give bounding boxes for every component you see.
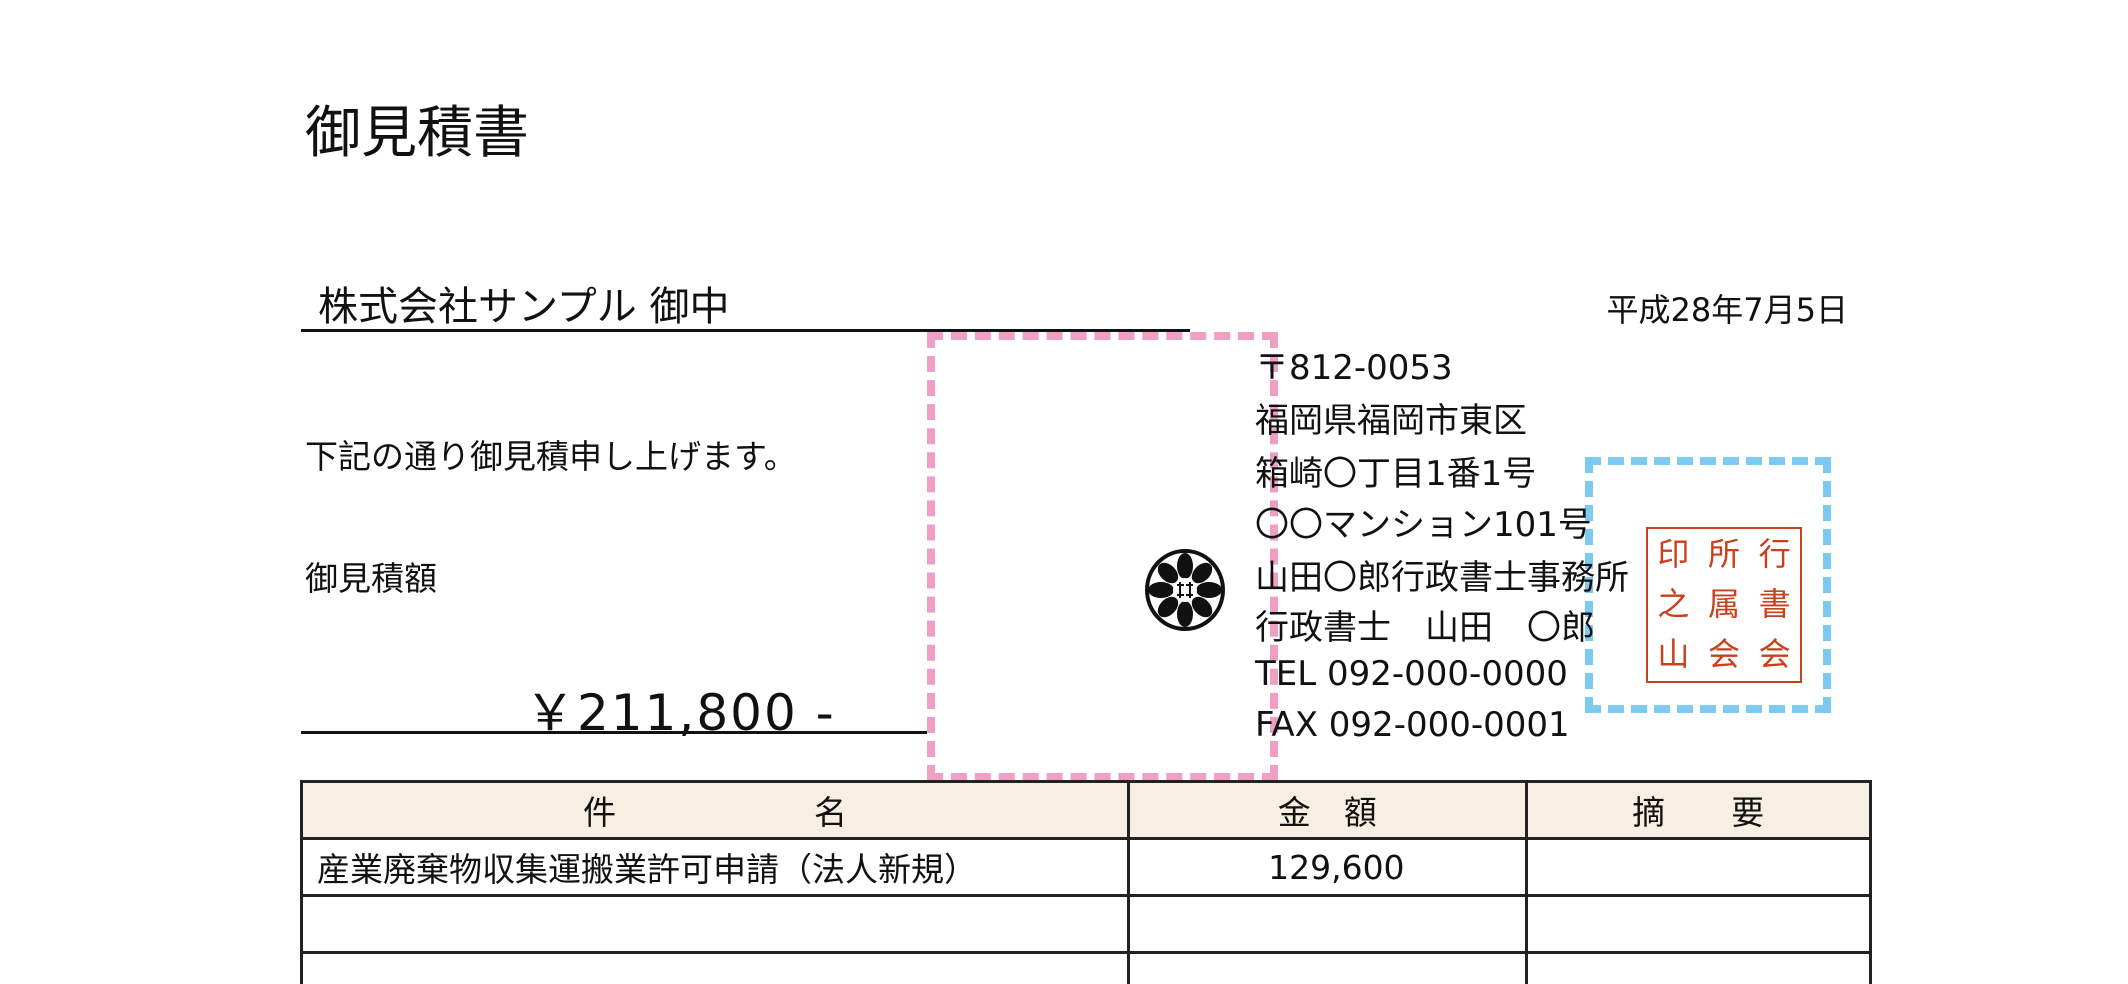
cell-remarks — [1524, 894, 1873, 954]
cell-amount — [1126, 894, 1528, 954]
total-amount: ￥211,800 - — [525, 684, 836, 742]
issuer-address-1: 福岡県福岡市東区 — [1255, 401, 1527, 441]
table-row — [300, 894, 1873, 954]
issuer-address-3: 〇〇マンション101号 — [1255, 505, 1592, 545]
cell-empty — [1126, 951, 1528, 984]
table-row: 産業廃棄物収集運搬業許可申請（法人新規） 129,600 — [300, 837, 1873, 897]
estimate-table: 件 名 金 額 摘 要 産業廃棄物収集運搬業許可申請（法人新規） 129,600 — [300, 780, 1873, 984]
table-header-row: 件 名 金 額 摘 要 — [300, 780, 1873, 840]
header-amount: 金 額 — [1126, 780, 1528, 840]
header-remarks: 摘 要 — [1524, 780, 1873, 840]
issuer-office: 山田〇郎行政書士事務所 — [1255, 558, 1629, 598]
official-seal: 印之山所属会行書会 — [1646, 527, 1802, 683]
cell-amount: 129,600 — [1126, 837, 1528, 897]
amount-underline — [301, 731, 927, 734]
issuer-postal: 〒812-0053 — [1255, 348, 1453, 388]
cell-item-name — [300, 894, 1130, 954]
issuer-tel: TEL 092-000-0000 — [1255, 654, 1568, 694]
issuer-fax: FAX 092-000-0001 — [1255, 705, 1570, 745]
stamp-area-pink — [927, 332, 1278, 781]
table-row — [300, 951, 1873, 984]
cell-empty — [300, 951, 1130, 984]
gyoseishoshi-badge-icon — [1145, 549, 1225, 631]
issue-date: 平成28年7月5日 — [1606, 291, 1848, 329]
stamp-area-blue — [1585, 457, 1831, 713]
cell-item-name: 産業廃棄物収集運搬業許可申請（法人新規） — [300, 837, 1130, 897]
intro-text: 下記の通り御見積申し上げます。 — [305, 437, 797, 476]
amount-label: 御見積額 — [305, 559, 437, 598]
addressee-underline — [301, 329, 1190, 332]
addressee: 株式会社サンプル 御中 — [318, 284, 730, 330]
cell-remarks — [1524, 837, 1873, 897]
issuer-name: 行政書士 山田 〇郎 — [1255, 608, 1595, 648]
issuer-address-2: 箱崎〇丁目1番1号 — [1255, 454, 1537, 494]
document-title: 御見積書 — [305, 101, 529, 166]
header-item-name: 件 名 — [300, 780, 1130, 840]
cell-empty — [1524, 951, 1873, 984]
